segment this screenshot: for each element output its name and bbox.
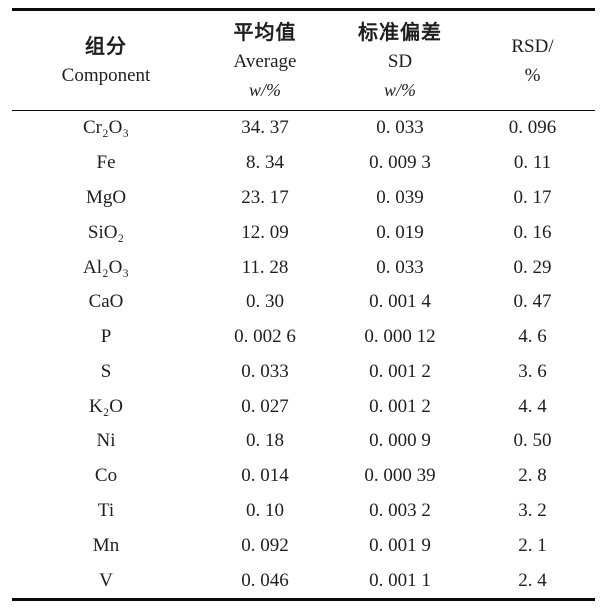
rsd-cell: 0. 11 bbox=[513, 152, 552, 174]
sd-cell: 0. 009 3 bbox=[369, 152, 431, 174]
component-cell: Ni bbox=[96, 430, 116, 452]
table-row: S 0. 033 0. 001 2 3. 6 bbox=[12, 354, 595, 389]
average-cell: 0. 002 6 bbox=[234, 326, 296, 348]
rsd-cell: 0. 17 bbox=[513, 186, 552, 208]
rsd-cell: 3. 2 bbox=[518, 499, 547, 521]
component-cell: SiO₂ bbox=[87, 221, 125, 243]
rsd-cell: 2. 8 bbox=[518, 465, 547, 487]
component-cell: Al₂O₃ bbox=[83, 256, 129, 278]
component-cell: Co bbox=[94, 465, 118, 487]
sd-cell: 0. 001 4 bbox=[369, 291, 431, 313]
rsd-cell: 4. 4 bbox=[518, 395, 547, 417]
table-row: Fe 8. 34 0. 009 3 0. 11 bbox=[12, 146, 595, 181]
table-row: Ni 0. 18 0. 000 9 0. 50 bbox=[12, 424, 595, 459]
sd-cell: 0. 039 bbox=[376, 186, 424, 208]
rsd-cell: 3. 6 bbox=[518, 360, 547, 382]
rsd-cell: 0. 096 bbox=[508, 117, 557, 139]
sd-cell: 0. 001 2 bbox=[369, 360, 431, 382]
rsd-cell: 0. 29 bbox=[513, 256, 552, 278]
component-cell: S bbox=[100, 360, 112, 382]
header-sd-en-label: SD bbox=[387, 51, 413, 72]
sd-cell: 0. 001 2 bbox=[369, 395, 431, 417]
component-cell: MgO bbox=[85, 186, 127, 208]
average-cell: 0. 014 bbox=[241, 465, 289, 487]
average-cell: 0. 18 bbox=[246, 430, 284, 452]
rsd-cell: 4. 6 bbox=[518, 326, 547, 348]
table-row: SiO₂ 12. 09 0. 019 0. 16 bbox=[12, 215, 595, 250]
table-row: Cr₂O₃ 34. 37 0. 033 0. 096 bbox=[12, 111, 595, 146]
average-cell: 0. 027 bbox=[241, 395, 289, 417]
table-row: P 0. 002 6 0. 000 12 4. 6 bbox=[12, 320, 595, 355]
sd-cell: 0. 000 9 bbox=[369, 430, 431, 452]
average-cell: 12. 09 bbox=[241, 221, 289, 243]
table-row: Al₂O₃ 11. 28 0. 033 0. 29 bbox=[12, 250, 595, 285]
header-component-en-label: Component bbox=[61, 65, 151, 86]
header-rsd-unit-label: % bbox=[524, 64, 541, 86]
component-cell: Ti bbox=[97, 499, 115, 521]
rsd-cell: 0. 50 bbox=[513, 430, 552, 452]
header-rsd-label: RSD/ bbox=[511, 35, 554, 57]
table-row: Ti 0. 10 0. 003 2 3. 2 bbox=[12, 494, 595, 529]
rsd-cell: 2. 1 bbox=[518, 534, 547, 556]
table-row: Co 0. 014 0. 000 39 2. 8 bbox=[12, 459, 595, 494]
header-sd-unit-label: w/% bbox=[383, 80, 416, 100]
component-cell: P bbox=[100, 326, 112, 348]
average-cell: 0. 30 bbox=[246, 291, 284, 313]
component-cell: V bbox=[99, 569, 113, 591]
header-sd-zh-label: 标准偏差 bbox=[358, 20, 442, 44]
header-average-unit-label: w/% bbox=[248, 80, 281, 100]
average-cell: 8. 34 bbox=[246, 152, 284, 174]
sd-cell: 0. 033 bbox=[376, 117, 424, 139]
header-component-zh-label: 组分 bbox=[85, 34, 127, 58]
average-cell: 23. 17 bbox=[241, 186, 289, 208]
average-cell: 0. 033 bbox=[241, 360, 289, 382]
component-cell: K₂O bbox=[88, 395, 124, 417]
table-top-rule bbox=[12, 8, 595, 11]
component-cell: Fe bbox=[96, 152, 116, 174]
table-row: MgO 23. 17 0. 039 0. 17 bbox=[12, 181, 595, 216]
average-cell: 34. 37 bbox=[241, 117, 289, 139]
sd-cell: 0. 033 bbox=[376, 256, 424, 278]
average-cell: 11. 28 bbox=[241, 256, 289, 278]
header-average-en-label: Average bbox=[233, 51, 297, 72]
sd-cell: 0. 001 1 bbox=[369, 569, 431, 591]
table-row: Mn 0. 092 0. 001 9 2. 1 bbox=[12, 528, 595, 563]
rsd-cell: 2. 4 bbox=[518, 569, 547, 591]
rsd-cell: 0. 16 bbox=[513, 221, 552, 243]
header-sd: 标准偏差 SD w/% bbox=[330, 12, 470, 109]
component-cell: Cr₂O₃ bbox=[83, 117, 129, 139]
table-header: 组分 Component 平均值 Average w/% 标准偏差 SD w/%… bbox=[12, 12, 595, 109]
sd-cell: 0. 019 bbox=[376, 221, 424, 243]
sd-cell: 0. 000 12 bbox=[364, 326, 436, 348]
average-cell: 0. 10 bbox=[246, 499, 284, 521]
rsd-cell: 0. 47 bbox=[513, 291, 552, 313]
header-average: 平均值 Average w/% bbox=[200, 12, 330, 109]
average-cell: 0. 092 bbox=[241, 534, 289, 556]
component-cell: CaO bbox=[88, 291, 124, 313]
table-row: K₂O 0. 027 0. 001 2 4. 4 bbox=[12, 389, 595, 424]
table-header-rule bbox=[12, 110, 595, 111]
sd-cell: 0. 000 39 bbox=[364, 465, 436, 487]
table-body: Cr₂O₃ 34. 37 0. 033 0. 096 Fe 8. 34 0. 009 3 0.… bbox=[12, 111, 595, 598]
sd-cell: 0. 003 2 bbox=[369, 499, 431, 521]
table-row: V 0. 046 0. 001 1 2. 4 bbox=[12, 563, 595, 598]
table-row: CaO 0. 30 0. 001 4 0. 47 bbox=[12, 285, 595, 320]
average-cell: 0. 046 bbox=[241, 569, 289, 591]
table-bottom-rule bbox=[12, 598, 595, 601]
component-cell: Mn bbox=[92, 534, 120, 556]
header-component: 组分 Component bbox=[12, 12, 200, 109]
header-rsd: RSD/ % bbox=[470, 12, 595, 109]
header-average-zh-label: 平均值 bbox=[233, 20, 297, 44]
sd-cell: 0. 001 9 bbox=[369, 534, 431, 556]
